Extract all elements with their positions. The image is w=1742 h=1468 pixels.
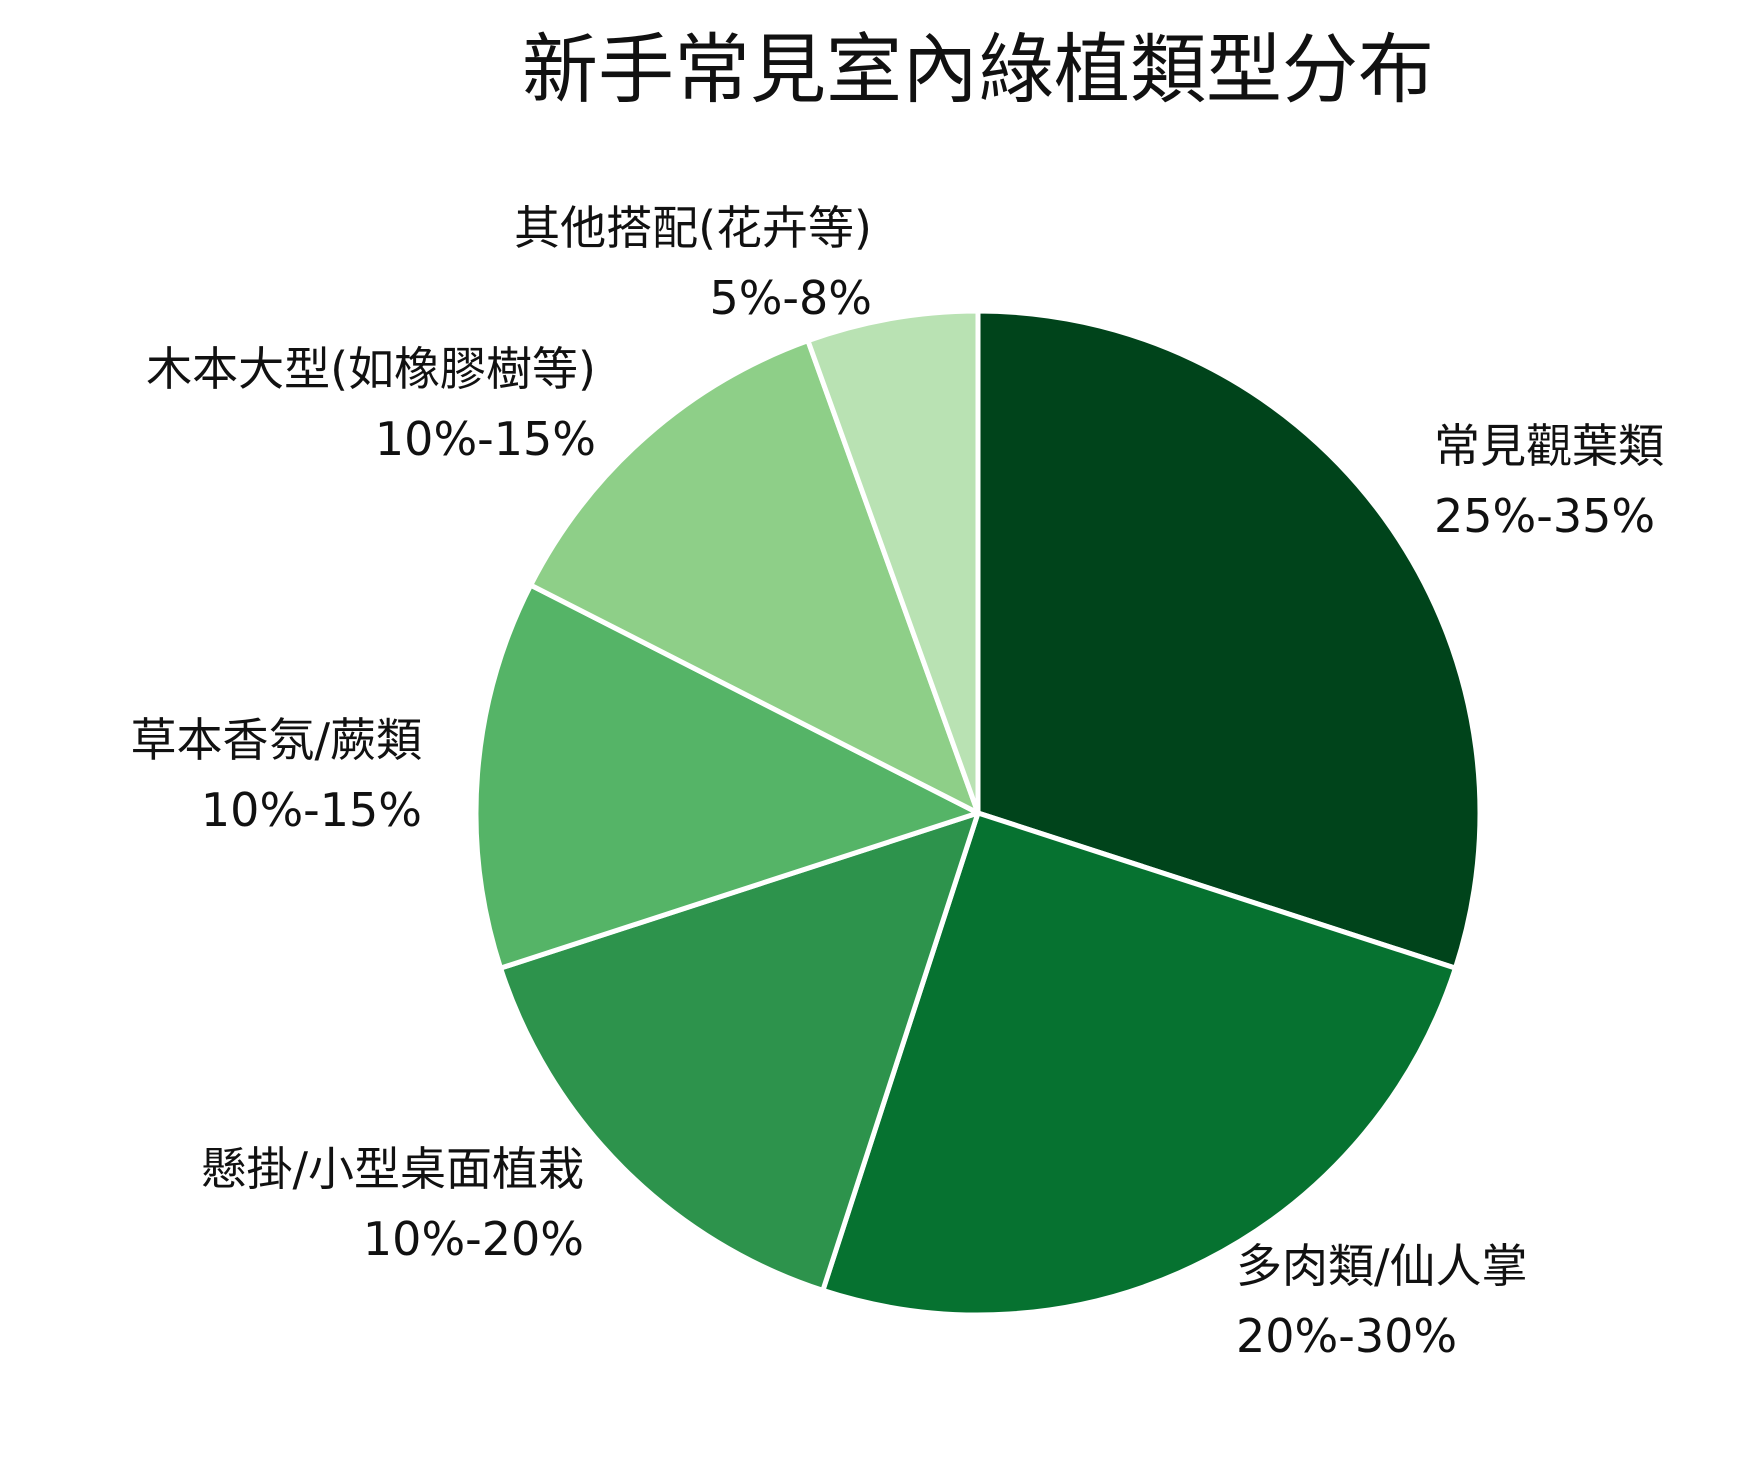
pie-slice-5	[528, 338, 981, 816]
slice-label-range-6: 5%-8%	[709, 271, 872, 325]
slice-label-range-5: 10%-15%	[375, 412, 596, 466]
slice-label-name-5: 木本大型(如橡膠樹等)	[146, 342, 596, 396]
slice-label-name-1: 常見觀葉類	[1434, 419, 1664, 473]
slice-label-range-1: 25%-35%	[1434, 489, 1655, 543]
slice-label-name-2: 多肉類/仙人掌	[1236, 1239, 1528, 1293]
chart-title: 新手常見室內綠植類型分布	[522, 25, 1434, 114]
slice-label-name-4: 草本香氛/蕨類	[131, 713, 423, 767]
slice-label-name-3: 懸掛/小型桌面植栽	[201, 1142, 585, 1196]
pie-slice-6	[805, 308, 981, 816]
slice-label-range-4: 10%-15%	[201, 783, 422, 837]
pie-labels: 常見觀葉類 25%-35% 多肉類/仙人掌 20%-30% 懸掛/小型桌面植栽 10%-2…	[131, 201, 1665, 1363]
pie-slices	[473, 308, 1483, 1318]
pie-slice-1	[975, 308, 1483, 971]
slice-label-range-3: 10%-20%	[363, 1212, 584, 1266]
slice-label-range-2: 20%-30%	[1236, 1309, 1457, 1363]
slice-label-name-6: 其他搭配(花卉等)	[514, 201, 872, 255]
pie-slice-3	[498, 810, 981, 1293]
pie-slice-2	[820, 810, 1458, 1318]
pie-slice-4	[473, 582, 981, 971]
